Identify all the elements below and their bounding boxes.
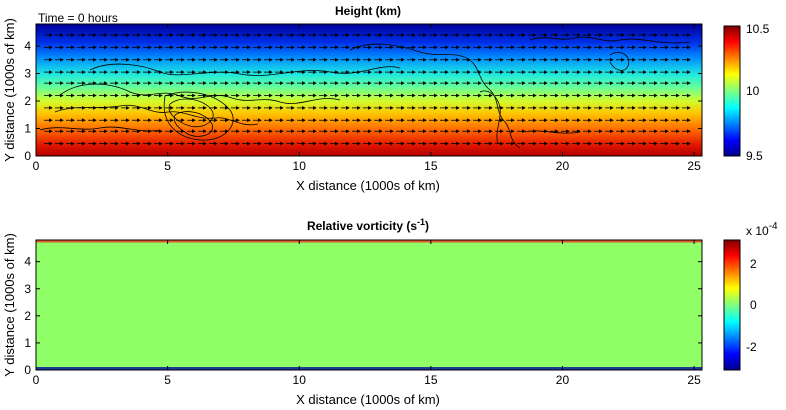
height-ytick-label: 2 bbox=[24, 94, 31, 108]
height-ylabel: Y distance (1000s of km) bbox=[2, 18, 17, 162]
height-colorbar bbox=[723, 25, 741, 157]
height-xtick-label: 15 bbox=[424, 159, 438, 173]
height-title: Height (km) bbox=[335, 4, 401, 18]
vorticity-xtick-label: 15 bbox=[424, 373, 438, 387]
vorticity-cbar-tick-neg: -2 bbox=[746, 340, 757, 354]
vorticity-ytick-label: 0 bbox=[24, 363, 31, 377]
vorticity-field bbox=[36, 240, 702, 370]
height-cbar-tick-mid: 10 bbox=[746, 84, 760, 98]
height-ytick-label: 1 bbox=[24, 122, 31, 136]
vorticity-cbar-tick-pos: 2 bbox=[750, 257, 757, 271]
vorticity-colorbar bbox=[723, 239, 741, 371]
height-cbar-tick-min: 9.5 bbox=[746, 149, 763, 163]
vorticity-cbar-exponent: x 10-4 bbox=[746, 221, 778, 238]
vorticity-xtick-label: 5 bbox=[164, 373, 171, 387]
vorticity-bottom-band bbox=[36, 367, 702, 370]
vorticity-ylabel: Y distance (1000s of km) bbox=[2, 233, 17, 377]
vorticity-cbar-tick-zero: 0 bbox=[750, 298, 757, 312]
vorticity-xtick-label: 20 bbox=[556, 373, 570, 387]
height-panel: Height (km) Time = 0 hours 0 5 10 15 20 25 0 1… bbox=[2, 4, 770, 193]
vorticity-xtick-label: 25 bbox=[687, 373, 701, 387]
height-cbar-tick-max: 10.5 bbox=[746, 22, 770, 36]
height-xtick-label: 5 bbox=[164, 159, 171, 173]
vorticity-xtick-label: 0 bbox=[33, 373, 40, 387]
height-y-ticks: 0 1 2 3 4 bbox=[24, 39, 702, 163]
vorticity-xtick-label: 10 bbox=[293, 373, 307, 387]
height-ytick-label: 3 bbox=[24, 67, 31, 81]
height-x-ticks: 0 5 10 15 20 25 bbox=[33, 24, 701, 173]
vorticity-ytick-label: 4 bbox=[24, 255, 31, 269]
height-xlabel: X distance (1000s of km) bbox=[296, 178, 440, 193]
height-xtick-label: 20 bbox=[556, 159, 570, 173]
vorticity-top-band bbox=[36, 240, 702, 243]
vorticity-y-ticks: 0 1 2 3 4 bbox=[24, 255, 702, 377]
height-xtick-label: 0 bbox=[33, 159, 40, 173]
height-xtick-label: 10 bbox=[293, 159, 307, 173]
vorticity-title: Relative vorticity (s-1) bbox=[307, 217, 429, 233]
height-ytick-label: 0 bbox=[24, 149, 31, 163]
height-xtick-label: 25 bbox=[687, 159, 701, 173]
height-field bbox=[36, 24, 702, 156]
vorticity-xlabel: X distance (1000s of km) bbox=[296, 392, 440, 407]
time-label: Time = 0 hours bbox=[38, 11, 118, 25]
vorticity-ytick-label: 2 bbox=[24, 309, 31, 323]
vorticity-panel: Relative vorticity (s-1) 0 5 10 15 20 25 0123… bbox=[2, 217, 778, 407]
vorticity-ytick-label: 1 bbox=[24, 336, 31, 350]
height-ytick-label: 4 bbox=[24, 39, 31, 53]
height-axes-box bbox=[35, 23, 703, 157]
wind-arrows bbox=[44, 33, 691, 146]
vorticity-ytick-label: 3 bbox=[24, 282, 31, 296]
vorticity-x-ticks: 0 5 10 15 20 25 bbox=[33, 240, 701, 387]
vorticity-axes-box bbox=[35, 239, 703, 371]
